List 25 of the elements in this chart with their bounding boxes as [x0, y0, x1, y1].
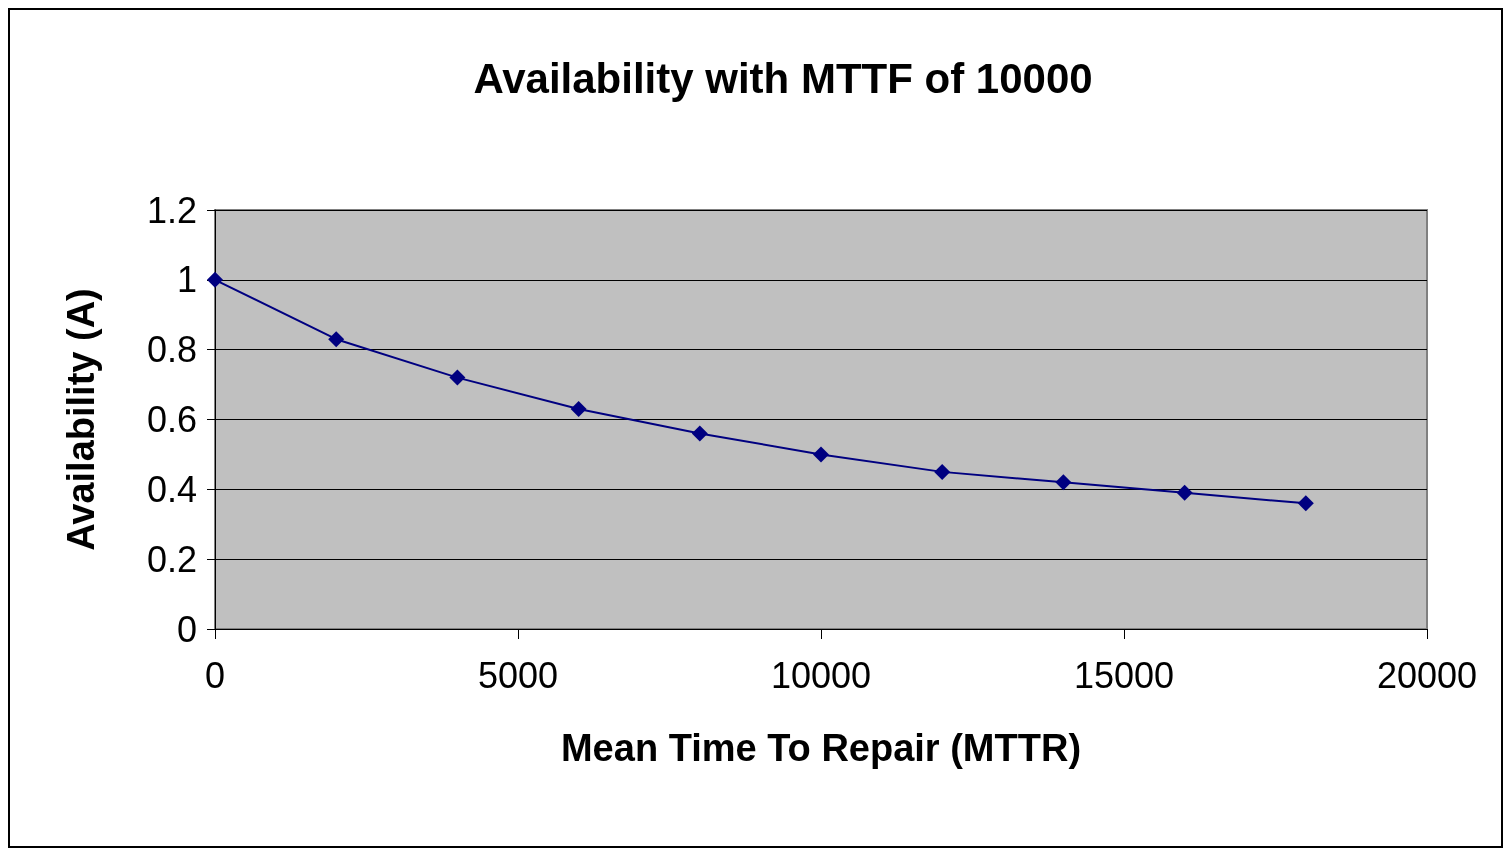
x-tick-label: 20000: [1376, 654, 1478, 696]
y-axis-title: Availability (A): [60, 288, 102, 551]
x-tick-label: 5000: [477, 654, 559, 696]
y-tick-label: 1.2: [146, 189, 197, 231]
x-tick-label: 0: [204, 654, 226, 696]
point: [1176, 484, 1193, 501]
y-tick-label: 0.6: [146, 399, 197, 440]
x-axis-title: Mean Time To Repair (MTTR): [560, 727, 1082, 769]
point: [449, 369, 466, 386]
point: [934, 463, 951, 480]
y-tick-label: 0.2: [146, 538, 197, 580]
chart-title: Availability with MTTF of 10000: [473, 54, 1093, 102]
point: [813, 446, 829, 463]
point: [1297, 495, 1314, 512]
y-tick-label: 0: [176, 608, 197, 650]
x-tick-label: 15000: [1073, 654, 1175, 696]
point: [207, 271, 223, 288]
y-tick-label: 1: [176, 259, 197, 301]
y-tick-label: 0.8: [146, 329, 197, 371]
point: [570, 401, 587, 418]
point: [328, 331, 345, 348]
point: [691, 425, 708, 442]
x-tick-label: 10000: [770, 654, 872, 696]
point: [1055, 474, 1072, 491]
y-tick-label: 0.4: [146, 468, 197, 510]
